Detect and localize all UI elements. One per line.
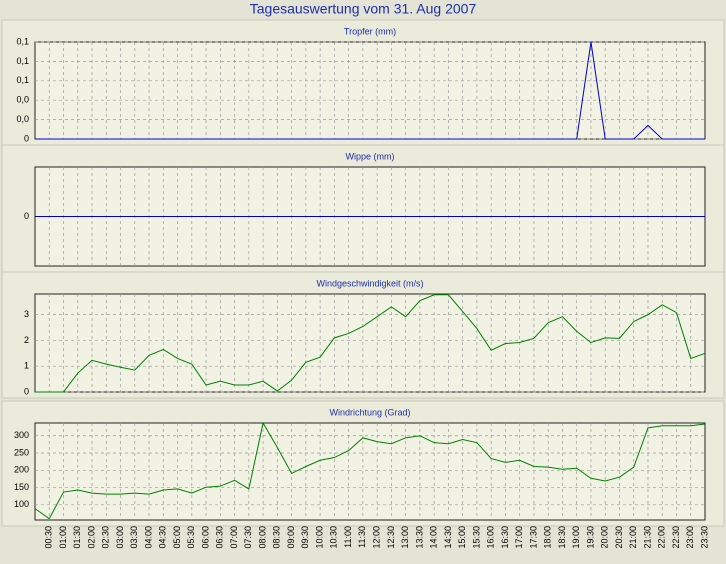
data-line xyxy=(35,41,705,140)
y-tick-label: 0,0 xyxy=(16,114,29,124)
y-tick-label: 100 xyxy=(14,499,29,509)
x-tick-label: 12:00 xyxy=(372,526,382,549)
x-tick-label: 07:00 xyxy=(229,526,239,549)
chart-title: Windrichtung (Grad) xyxy=(329,407,410,417)
y-tick-label: 250 xyxy=(14,447,29,457)
x-tick-label: 03:30 xyxy=(129,526,139,549)
y-tick-label: 150 xyxy=(14,482,29,492)
x-tick-label: 10:00 xyxy=(314,526,324,549)
x-tick-label: 14:30 xyxy=(443,526,453,549)
x-tick-label: 11:30 xyxy=(357,526,367,548)
x-tick-label: 19:00 xyxy=(571,526,581,549)
x-tick-label: 01:00 xyxy=(58,526,68,549)
y-tick-label: 300 xyxy=(14,430,29,440)
x-tick-label: 17:00 xyxy=(514,526,524,549)
x-tick-label: 04:30 xyxy=(158,526,168,549)
data-line xyxy=(34,421,706,520)
y-tick-label: 0 xyxy=(24,211,29,221)
x-tick-label: 05:30 xyxy=(186,526,196,549)
x-tick-label: 09:00 xyxy=(286,526,296,549)
x-tick-label: 15:30 xyxy=(471,526,481,549)
x-tick-label: 23:30 xyxy=(699,526,709,549)
x-tick-label: 11:00 xyxy=(343,526,353,548)
chart-title: Wippe (mm) xyxy=(346,151,395,161)
x-tick-label: 16:30 xyxy=(500,526,510,549)
y-tick-label: 0 xyxy=(24,386,29,396)
x-tick-label: 20:00 xyxy=(600,526,610,549)
x-tick-label: 08:30 xyxy=(272,526,282,549)
y-tick-label: 0,0 xyxy=(16,95,29,105)
x-tick-label: 16:00 xyxy=(486,526,496,549)
x-tick-label: 21:00 xyxy=(628,526,638,549)
page-title: Tagesauswertung vom 31. Aug 2007 xyxy=(250,1,477,17)
plot-area xyxy=(34,293,706,393)
x-tick-label: 17:30 xyxy=(528,526,538,549)
x-tick-label: 10:30 xyxy=(329,526,339,549)
x-tick-label: 03:00 xyxy=(115,526,125,549)
x-tick-label: 22:00 xyxy=(657,526,667,549)
x-tick-label: 04:00 xyxy=(143,526,153,549)
x-tick-label: 02:00 xyxy=(86,526,96,549)
x-tick-label: 06:00 xyxy=(200,526,210,549)
x-tick-label: 19:30 xyxy=(585,526,595,549)
x-tick-label: 02:30 xyxy=(101,526,111,549)
x-tick-label: 20:30 xyxy=(614,526,624,549)
x-tick-label: 06:30 xyxy=(215,526,225,549)
y-tick-label: 1 xyxy=(24,361,29,371)
plot-area xyxy=(34,422,706,521)
x-tick-label: 08:00 xyxy=(257,526,267,549)
x-tick-label: 18:00 xyxy=(543,526,553,549)
y-tick-label: 3 xyxy=(24,309,29,319)
x-tick-label: 22:30 xyxy=(671,526,681,549)
x-tick-label: 12:30 xyxy=(386,526,396,549)
x-tick-label: 00:30 xyxy=(44,526,54,549)
y-tick-label: 0 xyxy=(24,133,29,143)
x-tick-label: 13:00 xyxy=(400,526,410,549)
y-tick-label: 200 xyxy=(14,465,29,475)
x-tick-label: 18:30 xyxy=(557,526,567,549)
x-tick-label: 14:00 xyxy=(429,526,439,549)
data-line xyxy=(35,294,706,393)
x-tick-label: 21:30 xyxy=(642,526,652,549)
x-tick-label: 07:30 xyxy=(243,526,253,549)
y-tick-label: 0,1 xyxy=(16,56,29,66)
chart-title: Tropfer (mm) xyxy=(344,26,396,36)
x-tick-label: 13:30 xyxy=(414,526,424,549)
x-tick-label: 23:00 xyxy=(685,526,695,549)
x-tick-label: 05:00 xyxy=(172,526,182,549)
y-tick-label: 2 xyxy=(24,335,29,345)
x-tick-label: 01:30 xyxy=(72,526,82,549)
y-tick-label: 0,1 xyxy=(16,75,29,85)
chart-title: Windgeschwindigkeit (m/s) xyxy=(316,278,423,288)
x-tick-label: 09:30 xyxy=(300,526,310,549)
plot-area xyxy=(34,41,706,140)
y-tick-label: 0,1 xyxy=(16,36,29,46)
x-tick-label: 15:00 xyxy=(457,526,467,549)
